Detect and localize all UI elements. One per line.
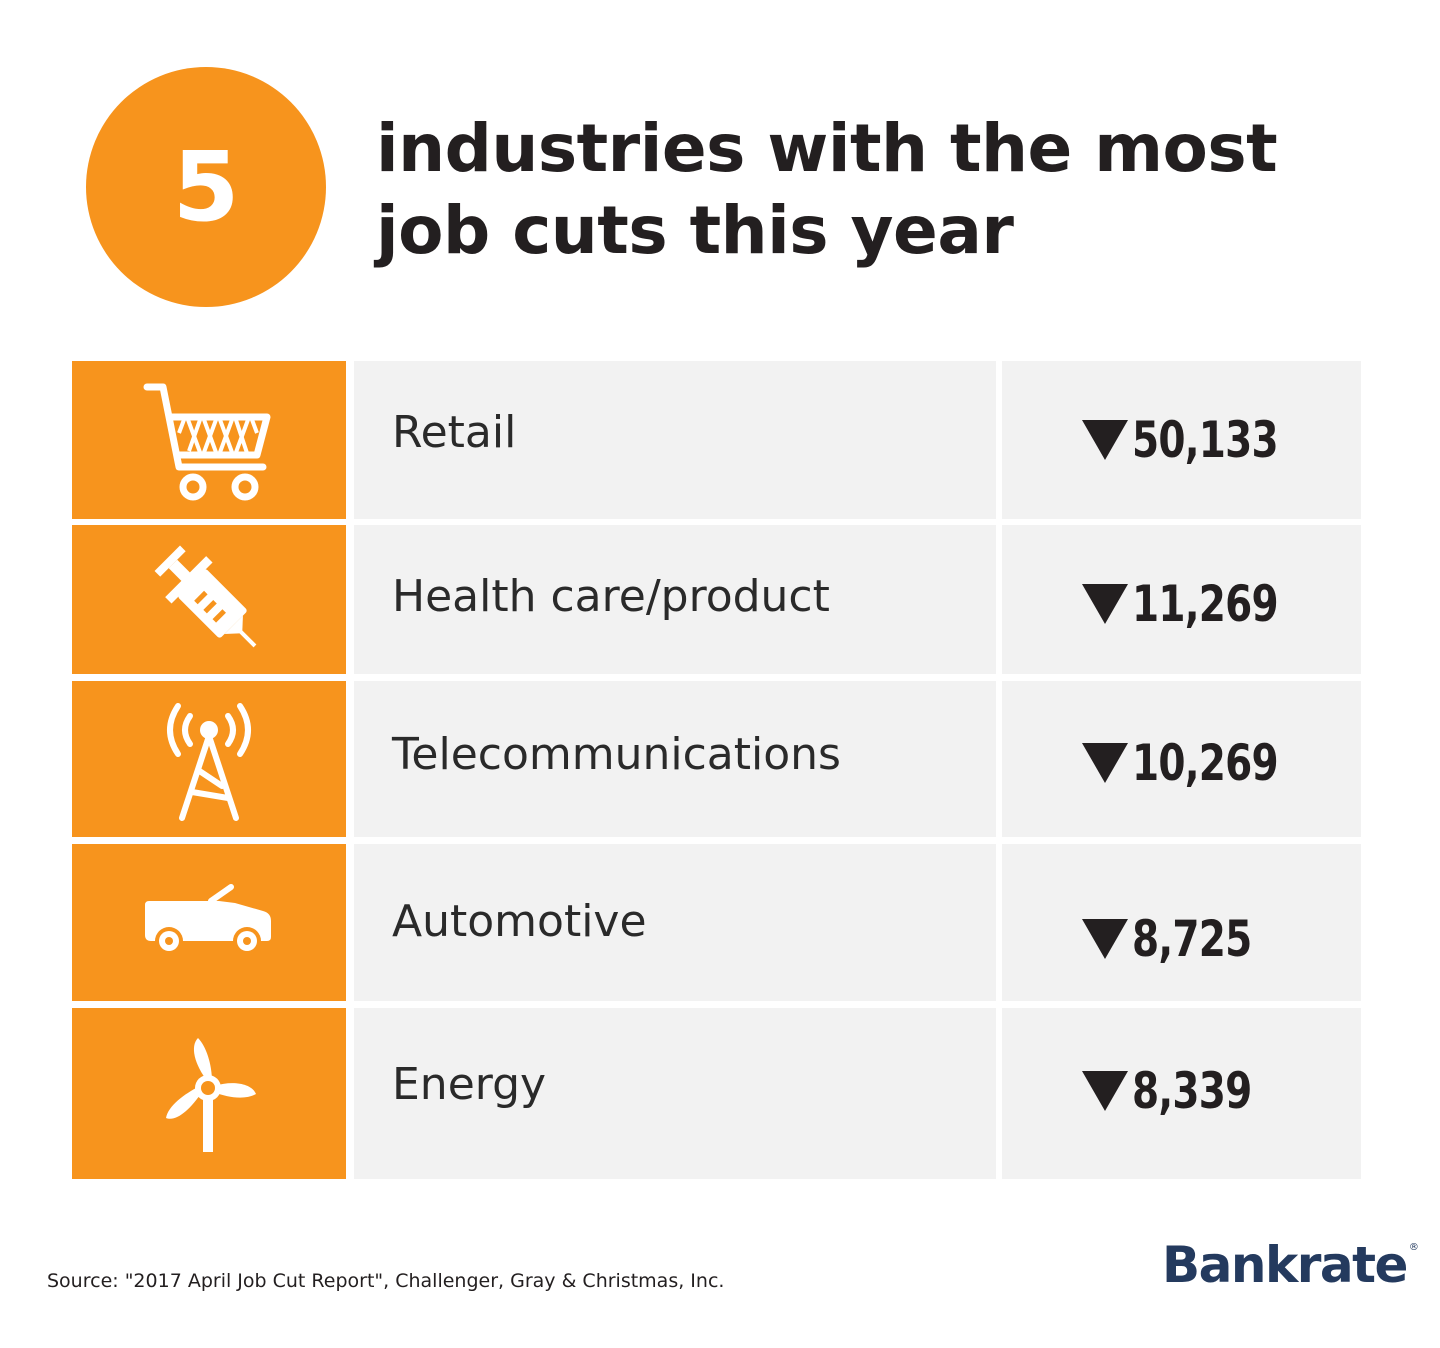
bankrate-logo: Bankrate ® bbox=[1162, 1236, 1419, 1294]
icon-cell bbox=[72, 844, 346, 1001]
down-arrow-icon bbox=[1082, 743, 1128, 783]
value-group: 50,133 bbox=[1082, 411, 1319, 469]
icon-cell bbox=[72, 361, 346, 519]
industry-name: Automotive bbox=[392, 896, 647, 947]
job-cuts-value: 8,339 bbox=[1132, 1062, 1252, 1120]
source-note: Source: "2017 April Job Cut Report", Cha… bbox=[47, 1270, 725, 1292]
badge-number: 5 bbox=[172, 131, 240, 243]
job-cuts-value: 50,133 bbox=[1132, 411, 1279, 469]
value-group: 8,725 bbox=[1082, 910, 1285, 968]
table-row: Telecommunications 10,269 bbox=[72, 681, 1361, 837]
job-cuts-value: 11,269 bbox=[1132, 575, 1279, 633]
industry-name: Health care/product bbox=[392, 571, 830, 622]
down-arrow-icon bbox=[1082, 584, 1128, 624]
title-line-2: job cuts this year bbox=[376, 192, 1014, 269]
industry-cell: Energy bbox=[354, 1008, 996, 1179]
down-arrow-icon bbox=[1082, 919, 1128, 959]
industry-cell: Automotive bbox=[354, 844, 996, 1001]
job-cuts-value: 8,725 bbox=[1132, 910, 1252, 968]
value-group: 10,269 bbox=[1082, 734, 1319, 792]
number-badge: 5 bbox=[86, 67, 326, 307]
table-row: Energy 8,339 bbox=[72, 1008, 1361, 1179]
down-arrow-icon bbox=[1082, 420, 1128, 460]
industry-cell: Retail bbox=[354, 361, 996, 519]
logo-text: Bankrate bbox=[1162, 1236, 1408, 1294]
radio-tower-icon bbox=[167, 703, 251, 821]
down-arrow-icon bbox=[1082, 1071, 1128, 1111]
value-cell: 8,339 bbox=[1002, 1008, 1361, 1179]
icon-cell bbox=[72, 1008, 346, 1179]
job-cuts-value: 10,269 bbox=[1132, 734, 1279, 792]
shopping-cart-icon bbox=[143, 383, 271, 501]
page-title: industries with the most job cuts this y… bbox=[376, 108, 1376, 272]
industry-name: Retail bbox=[392, 407, 517, 458]
industry-cell: Telecommunications bbox=[354, 681, 996, 837]
title-line-1: industries with the most bbox=[376, 110, 1278, 187]
registered-mark: ® bbox=[1408, 1242, 1419, 1253]
industry-cell: Health care/product bbox=[354, 525, 996, 674]
table-row: Automotive 8,725 bbox=[72, 844, 1361, 1001]
syringe-icon bbox=[154, 545, 257, 647]
icon-cell bbox=[72, 525, 346, 674]
value-cell: 11,269 bbox=[1002, 525, 1361, 674]
value-cell: 10,269 bbox=[1002, 681, 1361, 837]
wind-turbine-icon bbox=[166, 1037, 256, 1152]
industry-name: Telecommunications bbox=[392, 729, 841, 780]
table-row: Health care/product 11,269 bbox=[72, 525, 1361, 674]
convertible-car-icon bbox=[145, 883, 271, 955]
icon-cell bbox=[72, 681, 346, 837]
table-row: Retail 50,133 bbox=[72, 361, 1361, 519]
value-group: 8,339 bbox=[1082, 1062, 1285, 1120]
value-cell: 50,133 bbox=[1002, 361, 1361, 519]
value-cell: 8,725 bbox=[1002, 844, 1361, 1001]
industry-name: Energy bbox=[392, 1059, 547, 1110]
value-group: 11,269 bbox=[1082, 575, 1319, 633]
